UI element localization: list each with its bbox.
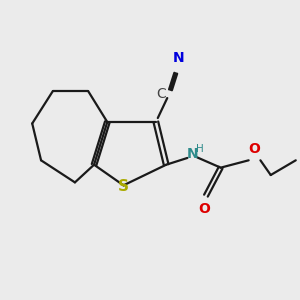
Text: O: O [199,202,210,216]
Text: S: S [118,179,129,194]
Text: N: N [173,52,184,65]
Text: H: H [196,144,203,154]
Text: O: O [249,142,260,156]
Text: C: C [156,87,166,101]
Text: N: N [187,147,199,161]
